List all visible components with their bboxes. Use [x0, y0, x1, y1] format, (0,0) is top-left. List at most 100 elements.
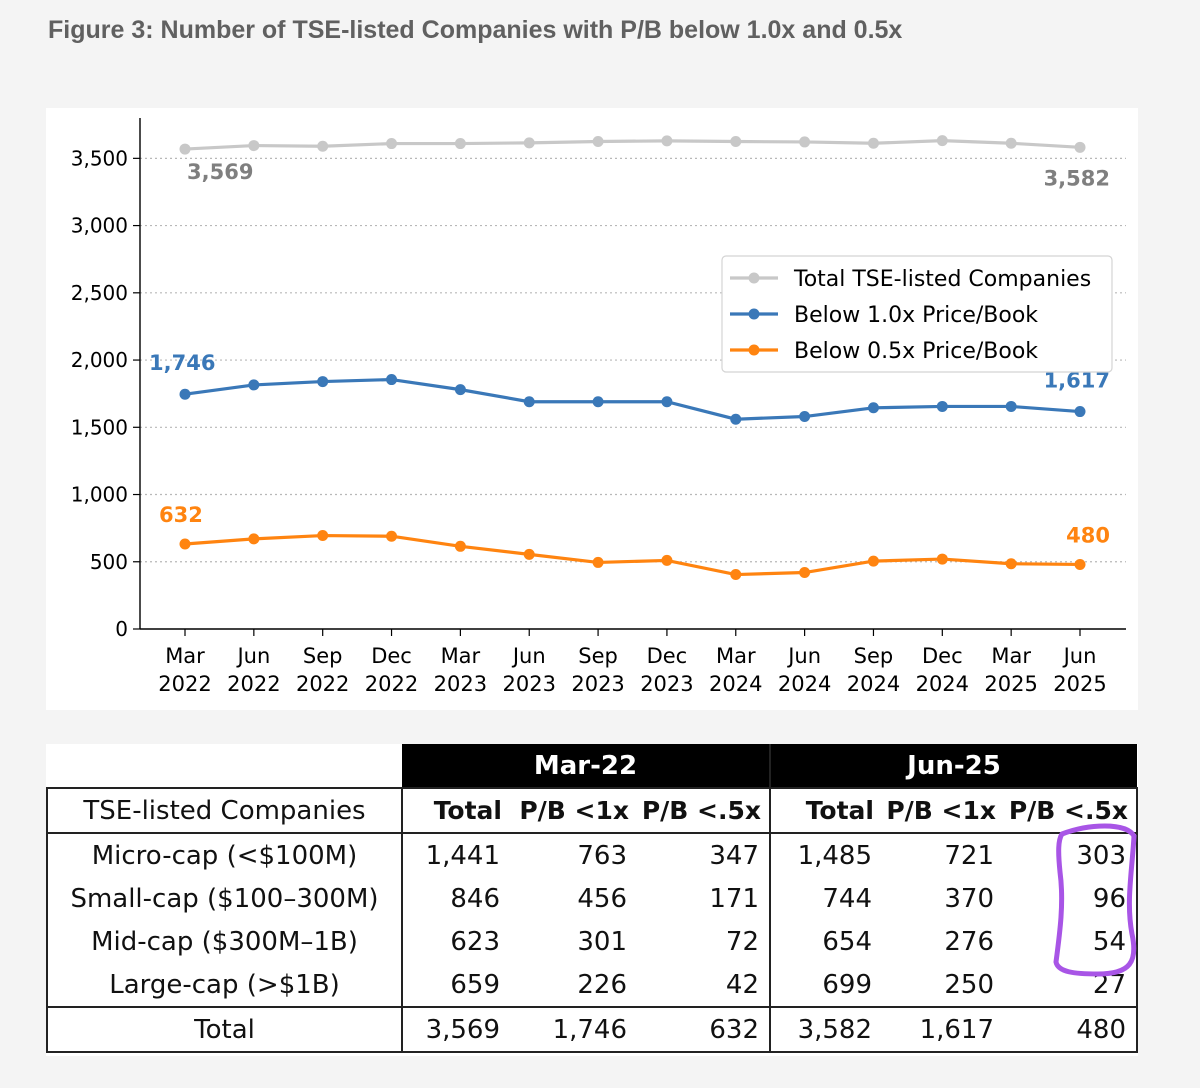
table-cell: 301 [577, 926, 627, 957]
y-tick-label: 2,000 [71, 348, 128, 372]
capitalization-table: Mar-22 Jun-25 TSE-listed Companies Total… [46, 744, 1138, 1053]
data-point [730, 569, 742, 581]
data-point [867, 402, 879, 414]
sub-header: P/B <.5x [637, 787, 771, 834]
data-point [867, 555, 879, 567]
legend-swatch-marker [748, 272, 760, 284]
data-point [592, 136, 604, 148]
blank-header [47, 744, 402, 788]
data-point [867, 137, 879, 149]
x-tick-label-year: 2023 [571, 672, 624, 696]
data-point [730, 136, 742, 148]
y-tick-label: 0 [115, 617, 128, 641]
x-tick-label-year: 2024 [709, 672, 762, 696]
x-tick-label-year: 2024 [778, 672, 831, 696]
table-cell: 347 [637, 833, 771, 877]
table-row: Large-cap (>$1B) 659 226 42 699 250 27 [46, 963, 1138, 1007]
x-tick-label-month: Dec [922, 644, 963, 668]
table-cell: 654 [822, 926, 872, 957]
table-cell: 171 [637, 877, 771, 920]
x-tick-label-month: Dec [371, 644, 412, 668]
total-cell: 1,617 [882, 1006, 1004, 1053]
total-cell: 3,582 [770, 1006, 882, 1053]
table-cell: 846 [450, 883, 500, 914]
x-tick-label-year: 2024 [847, 672, 900, 696]
table-cell: 721 [944, 840, 994, 871]
data-point [386, 138, 398, 150]
table-cell: 42 [637, 963, 771, 1007]
row-label: Small-cap ($100–300M) [46, 877, 403, 920]
x-tick-label-month: Mar [991, 644, 1031, 668]
sub-header-row: TSE-listed Companies Total P/B <1x P/B <… [46, 787, 1138, 834]
x-tick-label-month: Sep [578, 644, 618, 668]
data-point [730, 413, 742, 425]
table-cell: 699 [822, 969, 872, 1000]
legend-entry: Below 1.0x Price/Book [794, 303, 1038, 328]
data-point [179, 143, 191, 155]
x-tick-label-year: 2023 [503, 672, 556, 696]
sub-header: P/B <1x [882, 787, 1004, 834]
data-point [1074, 406, 1086, 418]
row-label: Mid-cap ($300M–1B) [46, 920, 403, 963]
x-tick-label-month: Sep [854, 644, 894, 668]
data-point [386, 530, 398, 542]
table-cell: 96 [1004, 877, 1138, 920]
figure-title: Figure 3: Number of TSE-listed Companies… [48, 16, 903, 44]
y-tick-label: 1,000 [71, 483, 128, 507]
x-tick-label-year: 2022 [296, 672, 349, 696]
table-cell: 763 [577, 840, 627, 871]
table-cell: 659 [450, 969, 500, 1000]
table-cell: 1,441 [425, 840, 500, 871]
data-point [317, 530, 329, 542]
series-line [184, 138, 1081, 151]
sub-header: P/B <1x [510, 787, 637, 834]
total-cell: 1,746 [510, 1006, 637, 1053]
data-point [386, 374, 398, 386]
x-tick-label-year: 2025 [1053, 672, 1106, 696]
x-tick-label-year: 2022 [227, 672, 280, 696]
x-tick-label-year: 2022 [365, 672, 418, 696]
y-tick-label: 3,000 [71, 214, 128, 238]
x-tick-label-month: Jun [511, 644, 546, 668]
x-tick-label-year: 2023 [640, 672, 693, 696]
table-row: Mid-cap ($300M–1B) 623 301 72 654 276 54 [46, 920, 1138, 963]
x-tick-label-month: Mar [716, 644, 756, 668]
x-tick-label-year: 2022 [158, 672, 211, 696]
highlight-circle-annotation [1053, 823, 1137, 977]
table-cell: 226 [577, 969, 627, 1000]
y-tick-label: 500 [90, 550, 128, 574]
data-point [1005, 137, 1017, 149]
group-header-row: Mar-22 Jun-25 [47, 744, 1137, 788]
table-cell: 303 [1004, 833, 1138, 877]
data-point [454, 384, 466, 396]
data-point [248, 533, 260, 545]
data-point [454, 540, 466, 552]
x-tick-label-year: 2024 [916, 672, 969, 696]
row-label: Micro-cap (<$100M) [46, 833, 403, 877]
data-point [592, 396, 604, 408]
data-point [523, 137, 535, 149]
x-tick-label-month: Dec [647, 644, 688, 668]
total-label: Total [46, 1006, 403, 1053]
y-tick-label: 3,500 [71, 146, 128, 170]
table-cell: 250 [944, 969, 994, 1000]
legend-entry: Total TSE-listed Companies [793, 267, 1091, 292]
data-point [936, 135, 948, 147]
data-label-end: 3,582 [1044, 166, 1110, 190]
y-tick-label: 2,500 [71, 281, 128, 305]
data-point [1074, 558, 1086, 570]
sub-header: Total [402, 787, 510, 834]
highlight-stroke [1053, 823, 1137, 977]
line-chart: 0 500 1,000 1,500 2,000 2,500 3,000 3,500 Mar 202… [46, 108, 1138, 710]
chart-svg: 0 500 1,000 1,500 2,000 2,500 3,000 3,500 Mar 202… [71, 118, 1126, 696]
group-header-jun25: Jun-25 [769, 744, 1137, 788]
data-point [799, 567, 811, 579]
total-cell: 632 [637, 1006, 771, 1053]
table-cell: 456 [577, 883, 627, 914]
table-cell: 623 [450, 926, 500, 957]
series-line [184, 533, 1081, 577]
data-point [936, 553, 948, 565]
data-point [1005, 558, 1017, 570]
data-point [179, 388, 191, 400]
data-point [592, 556, 604, 568]
